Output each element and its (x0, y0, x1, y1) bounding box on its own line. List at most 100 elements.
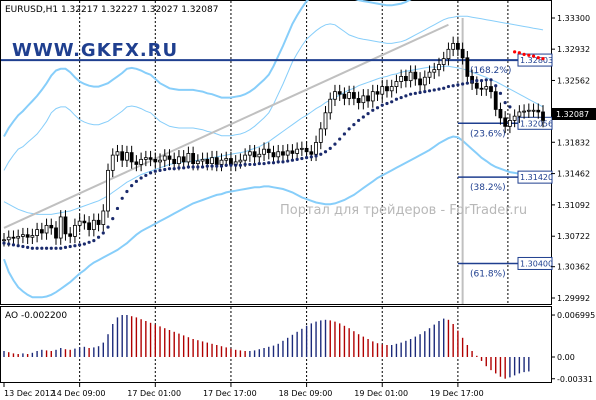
sar-dot (167, 167, 172, 171)
sar-dot (210, 164, 214, 168)
current-price-box (552, 108, 596, 120)
sar-dot (541, 57, 545, 61)
candle-body (238, 159, 243, 163)
sar-dot (68, 244, 72, 249)
sar-dot (215, 164, 219, 168)
candle-body (162, 155, 167, 161)
candle-body (252, 151, 257, 158)
sar-dot (527, 53, 531, 57)
sar-dot (148, 171, 153, 175)
candle-body (484, 86, 489, 90)
fib-price-box (517, 170, 553, 184)
sar-dot (44, 246, 49, 250)
sar-dot (182, 166, 186, 170)
candle-body (139, 158, 144, 165)
sar-dot (494, 84, 498, 88)
candle-body (295, 148, 300, 154)
candle-body (276, 151, 281, 158)
sar-dot (139, 176, 143, 180)
sar-dot (63, 245, 68, 249)
fib-price: 1.30400 (520, 259, 553, 268)
sar-dot (300, 156, 304, 161)
price-tick-label: 1.31462 (557, 170, 590, 179)
candle-body (125, 152, 129, 161)
candle-body (290, 150, 295, 154)
sar-dot (399, 95, 403, 100)
candle-body (120, 151, 125, 161)
ao-label: AO -0.002200 (5, 311, 67, 321)
candle-body (153, 158, 158, 163)
candle-body (87, 222, 92, 231)
time-tick-label: 18 Dec 09:00 (279, 389, 333, 398)
candle-body (333, 91, 337, 100)
candle-body (437, 64, 441, 71)
candle-body (432, 69, 437, 73)
sar-dot (333, 142, 337, 146)
candle-body (158, 159, 162, 163)
sar-dot (418, 90, 422, 95)
candle-body (370, 91, 375, 102)
sar-dot (427, 89, 432, 93)
candle-body (526, 109, 531, 112)
sar-dot (503, 101, 507, 105)
candle-body (271, 152, 276, 158)
sar-dot (73, 244, 77, 248)
candle-body (195, 160, 200, 164)
sar-dot (96, 235, 101, 239)
sar-dot (224, 163, 228, 167)
candle-body (304, 147, 309, 153)
sar-dot (158, 168, 162, 172)
sar-dot (234, 163, 238, 167)
candle-body (399, 76, 404, 82)
sar-dot (200, 165, 205, 169)
candle-body (446, 48, 451, 60)
time-tick-label: 14 Dec 09:00 (52, 389, 106, 398)
sar-dot (229, 163, 233, 167)
price-panel-frame (0, 0, 552, 305)
sar-dot (338, 137, 342, 141)
sar-dot (352, 123, 356, 127)
sar-dot (177, 166, 181, 170)
fib-ratio: (168.2%) (470, 66, 511, 76)
sar-dot (347, 127, 351, 131)
candle-body (181, 156, 186, 163)
time-tick-label: 19 Dec 17:00 (430, 389, 484, 398)
sar-dot (309, 155, 313, 159)
sar-dot (30, 246, 34, 250)
fib-price-box (517, 256, 553, 270)
candle-body (77, 220, 82, 226)
sar-dot (470, 79, 474, 84)
price-tick-label: 1.32932 (557, 45, 590, 54)
candle-body (299, 147, 304, 150)
sar-dot (394, 97, 399, 101)
candle-body (30, 235, 35, 238)
sar-dot (267, 161, 271, 165)
sar-dot (437, 87, 441, 91)
trend-line-segment (3, 23, 449, 229)
candle-body (455, 42, 460, 50)
sar-dot (78, 243, 82, 247)
sar-dot (115, 206, 120, 211)
sar-dot (219, 164, 224, 168)
sar-dot (153, 169, 157, 173)
sar-dot (87, 240, 91, 244)
candle-body (115, 151, 120, 156)
candle-body (493, 91, 498, 110)
time-tick-label: 13 Dec 2012 (4, 389, 55, 398)
candle-body (522, 110, 526, 113)
candles (2, 36, 545, 247)
candle-body (351, 92, 356, 99)
sar-dot (498, 91, 503, 95)
sar-dot (371, 108, 375, 112)
sar-dot (290, 158, 295, 162)
sar-dot (531, 54, 536, 58)
candle-body (143, 157, 148, 160)
sar-dot (191, 165, 195, 169)
sar-dot (461, 82, 465, 86)
candle-body (342, 93, 347, 99)
current-price: 1.32087 (556, 110, 589, 119)
sar-dot (120, 196, 124, 200)
sar-dot (304, 156, 309, 160)
price-tick-label: 1.33300 (557, 14, 590, 23)
